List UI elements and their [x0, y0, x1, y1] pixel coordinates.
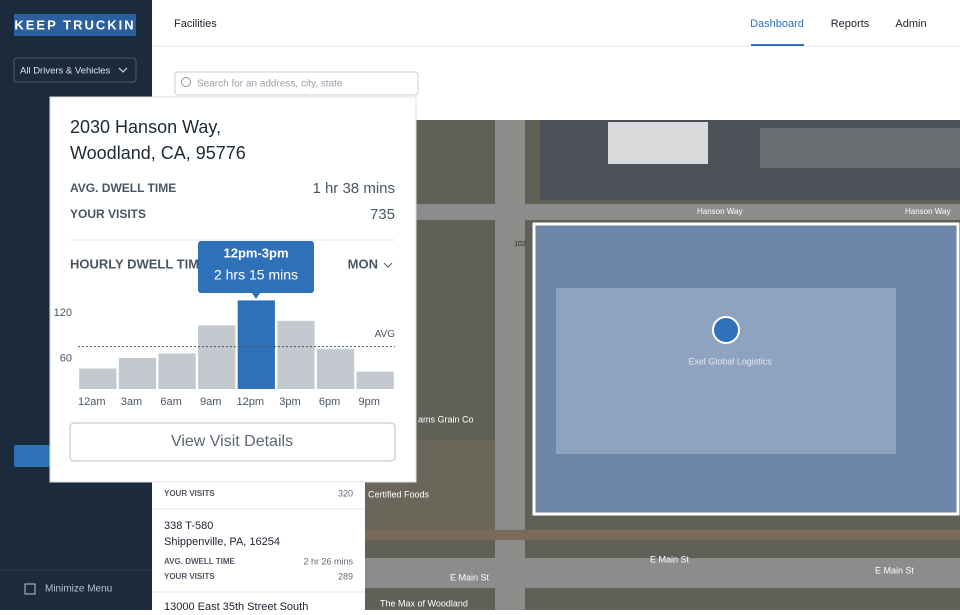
list-label: YOUR VISITS	[164, 572, 215, 581]
x-tick-label: 6pm	[319, 396, 340, 408]
x-tick-label: 12am	[78, 396, 106, 408]
dropdown-caret	[383, 262, 393, 268]
bar	[118, 357, 157, 389]
map-building	[760, 128, 960, 168]
stat-value: 1 hr 38 mins	[312, 180, 395, 197]
tooltip-value: 2 hrs 15 mins	[214, 267, 298, 283]
page-title: Facilities	[174, 18, 217, 30]
list-label: AVG. DWELL TIME	[164, 557, 235, 566]
search-box[interactable]	[174, 71, 419, 96]
search-icon	[181, 77, 191, 87]
map-label: E Main St	[875, 565, 915, 575]
bar	[356, 371, 394, 389]
map-road	[495, 120, 525, 610]
facility-popup: 2030 Hanson Way, Woodland, CA, 95776 AVG…	[49, 96, 417, 483]
minimize-menu[interactable]: Minimize Menu	[45, 584, 112, 595]
x-tick-label: 3pm	[279, 396, 300, 408]
map-rail	[365, 530, 960, 540]
chart-tooltip: 12pm-3pm 2 hrs 15 mins	[198, 241, 314, 299]
filter-label: All Drivers & Vehicles	[20, 66, 111, 77]
chart-title: HOURLY DWELL TIME	[70, 256, 208, 271]
x-tick-label: 3am	[121, 396, 142, 408]
x-tick-label: 9am	[200, 396, 221, 408]
avg-label: AVG	[375, 329, 396, 340]
map-label: The Max of Woodland	[380, 598, 468, 608]
view-details-button[interactable]	[69, 422, 396, 462]
x-tick-label: 12pm	[237, 396, 265, 408]
tooltip-range: 12pm-3pm	[223, 245, 288, 260]
logo[interactable]: KEEP TRUCKIN	[14, 17, 135, 32]
y-tick-label: 60	[60, 353, 72, 365]
list-value: 289	[338, 571, 353, 581]
list-address[interactable]: Shippenville, PA, 16254	[164, 536, 280, 548]
list-value: 320	[338, 488, 353, 498]
address: 2030 Hanson Way,	[70, 117, 221, 137]
facility-roof	[556, 288, 896, 454]
bar	[316, 348, 355, 389]
nav-tab[interactable]: Admin	[895, 18, 926, 30]
list-address[interactable]: 338 T-580	[164, 520, 213, 532]
list-address[interactable]: 13000 East 35th Street South	[164, 601, 308, 613]
bar	[277, 320, 315, 389]
bar	[79, 368, 117, 389]
tooltip-bg	[198, 241, 314, 293]
x-tick-label: 6am	[160, 396, 181, 408]
list-bg	[152, 470, 365, 610]
filter-dropdown[interactable]	[13, 57, 137, 83]
logo-bg	[14, 14, 136, 36]
y-tick-label: 120	[54, 307, 72, 319]
dwell-chart: 60 120 12am 3am 6am 9am 12pm 3pm 6pm 9pm AVG	[54, 300, 396, 408]
active-nav-item[interactable]	[14, 445, 50, 467]
bar	[237, 300, 275, 389]
map-building	[608, 122, 708, 164]
map-label: Certified Foods	[368, 489, 430, 499]
map: Hanson Way Hanson Way Exel Global Logist…	[152, 120, 960, 610]
bar	[198, 325, 236, 389]
day-selector[interactable]: MON	[348, 256, 378, 271]
map-label: Exel Global Logistics	[688, 356, 772, 366]
stat-value: 735	[370, 206, 395, 223]
nav-tab[interactable]: Dashboard	[750, 18, 804, 30]
dropdown-caret	[118, 67, 128, 73]
nav-tab[interactable]: Reports	[831, 18, 870, 30]
stat-label: AVG. DWELL TIME	[70, 181, 176, 195]
search-placeholder: Search for an address, city, state	[197, 79, 343, 90]
facility-list: YOUR VISITS 320 338 T-580 Shippenville, …	[152, 470, 365, 613]
map-road	[365, 558, 960, 588]
map-label: ams Grain Co	[418, 414, 474, 424]
map-label: Hanson Way	[697, 207, 743, 216]
map-road	[365, 204, 960, 220]
tooltip-arrow	[252, 293, 260, 299]
bar	[158, 353, 196, 389]
minimize-icon	[24, 583, 36, 595]
button-label: View Visit Details	[171, 433, 293, 450]
stat-label: YOUR VISITS	[70, 207, 146, 221]
address: Woodland, CA, 95776	[70, 143, 246, 163]
facility-pin[interactable]	[712, 316, 740, 344]
map-label: Hanson Way	[905, 207, 951, 216]
list-label: YOUR VISITS	[164, 489, 215, 498]
list-value: 2 hr 26 mins	[303, 556, 353, 566]
map-label: E Main St	[450, 572, 490, 582]
map-label: 102	[514, 241, 526, 248]
map-label: E Main St	[650, 554, 690, 564]
x-tick-label: 9pm	[358, 396, 379, 408]
